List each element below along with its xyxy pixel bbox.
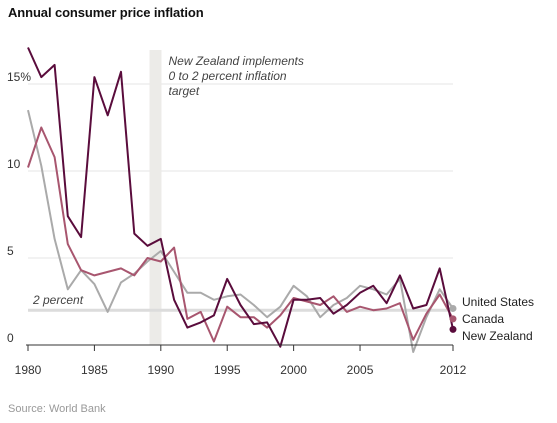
legend-layer: United States Canada New Zealand bbox=[449, 295, 534, 343]
event-annotation: New Zealand implements bbox=[169, 54, 304, 68]
x-tick-label: 2012 bbox=[440, 363, 467, 377]
event-annotation: 0 to 2 percent inflation bbox=[169, 69, 287, 83]
source-note: Source: World Bank bbox=[8, 403, 106, 415]
x-tick-label: 1990 bbox=[147, 363, 174, 377]
x-tick-label: 2005 bbox=[347, 363, 374, 377]
y-tick-label: 15% bbox=[7, 70, 31, 84]
x-tick-label: 1995 bbox=[214, 363, 241, 377]
legend-label-new-zealand: New Zealand bbox=[462, 329, 533, 343]
y-tick-label: 10 bbox=[7, 157, 21, 171]
axis-layer: 0 5 10 15% 1980 1985 1990 1995 2000 2005 2012 bbox=[7, 70, 467, 377]
x-tick-label: 1985 bbox=[81, 363, 108, 377]
endpoint-dot-canada bbox=[449, 315, 457, 323]
series-line-united-states bbox=[27, 109, 454, 353]
series-line-new-zealand bbox=[27, 47, 454, 348]
x-tick-label: 2000 bbox=[280, 363, 307, 377]
chart-title: Annual consumer price inflation bbox=[8, 5, 204, 20]
event-annotation: target bbox=[169, 84, 200, 98]
legend-label-united-states: United States bbox=[462, 295, 534, 309]
x-tick-label: 1980 bbox=[15, 363, 42, 377]
endpoint-dot-new-zealand bbox=[449, 325, 457, 333]
series-line-canada bbox=[27, 126, 454, 343]
reference-line-layer: 2 percent bbox=[28, 293, 453, 312]
y-tick-label: 5 bbox=[7, 244, 14, 258]
series-layer bbox=[27, 47, 454, 353]
legend-label-canada: Canada bbox=[462, 312, 504, 326]
endpoint-dot-united-states bbox=[449, 304, 457, 312]
reference-line-label: 2 percent bbox=[32, 293, 84, 307]
grid-layer bbox=[28, 83, 453, 259]
y-tick-label: 0 bbox=[7, 331, 14, 345]
event-band bbox=[149, 50, 162, 345]
